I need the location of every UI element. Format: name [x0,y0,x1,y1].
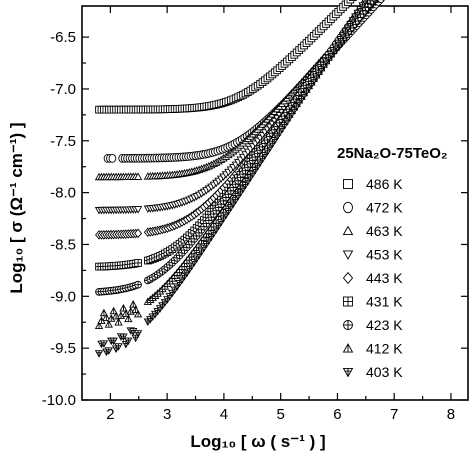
data-point [124,337,133,346]
data-point [349,0,357,2]
data-point [131,305,140,314]
x-tick-label: 5 [277,406,285,423]
x-axis-ticks: 2 3 4 5 6 7 8 [106,6,455,423]
data-point [99,340,109,348]
x-tick-label: 2 [106,406,114,423]
legend-label: 423 K [366,317,403,333]
legend-marker [342,225,354,236]
data-point [133,309,143,318]
y-axis-title: Log₁₀ [ σ (Ω⁻¹ cm⁻¹) ] [7,122,26,293]
legend: 25Na₂O-75TeO₂ 486 K 472 K 463 K 453 K 443 K 4… [337,145,448,380]
data-point [165,293,174,301]
legend-label: 403 K [366,364,403,380]
y-tick-label: -8.0 [50,185,76,202]
x-tick-label: 6 [333,406,341,423]
data-point [104,320,113,328]
legend-marker [343,296,353,307]
x-tick-label: 4 [220,406,228,423]
data-point [312,73,321,81]
data-point [104,347,113,355]
legend-marker [342,367,354,378]
data-point [377,0,385,4]
data-point [346,0,355,4]
data-point [102,313,111,321]
legend-marker [343,320,353,330]
y-tick-label: -9.5 [50,340,76,357]
legend-marker [342,271,354,285]
x-tick-label: 8 [447,406,455,423]
data-point [99,308,109,317]
data-point [361,0,369,7]
data-point [109,306,118,315]
y-tick-label: -8.5 [50,236,76,253]
data-point [114,317,123,326]
data-point [119,333,128,342]
legend-label: 431 K [366,294,403,310]
y-tick-label: -10.0 [42,392,76,409]
legend-marker [343,179,353,189]
legend-title: 25Na₂O-75TeO₂ [337,145,448,162]
legend-label: 412 K [366,341,403,357]
series-403-K [94,0,369,358]
plot-frame [81,5,469,401]
series-486-K [95,0,357,114]
data-point [368,0,377,2]
data-point [109,337,118,346]
data-markers [94,0,386,358]
y-axis-ticks: -6.5 -7.0 -7.5 -8.0 -8.5 -9.0 -9.5 -10.0 [42,29,468,409]
data-point [282,118,292,126]
data-point [366,0,369,3]
legend-label: 472 K [366,200,403,216]
y-tick-label: -6.5 [50,29,76,46]
data-point [134,259,142,267]
legend-marker [342,250,354,260]
data-point [131,334,140,343]
x-tick-label: 7 [390,406,398,423]
data-point [129,300,138,308]
data-point [134,228,143,239]
data-point [133,206,143,214]
x-axis-title: Log₁₀ [ ω ( s⁻¹ ) ] [190,432,325,451]
data-point [133,330,143,338]
plot-border [81,5,469,401]
x-tick-label: 3 [163,406,171,423]
data-point [94,350,104,358]
y-tick-label: -9.0 [50,288,76,305]
data-point [133,172,143,180]
data-point [124,314,133,323]
data-point [134,280,142,289]
data-point [108,154,117,163]
legend-marker [343,201,353,214]
y-tick-label: -7.5 [50,133,76,150]
legend-label: 453 K [366,247,403,263]
legend-label: 486 K [366,176,403,192]
legend-label: 463 K [366,223,403,239]
data-point [119,304,128,312]
legend-label: 443 K [366,270,403,286]
data-point [114,343,123,351]
y-tick-label: -7.0 [50,81,76,98]
legend-marker [342,343,354,353]
